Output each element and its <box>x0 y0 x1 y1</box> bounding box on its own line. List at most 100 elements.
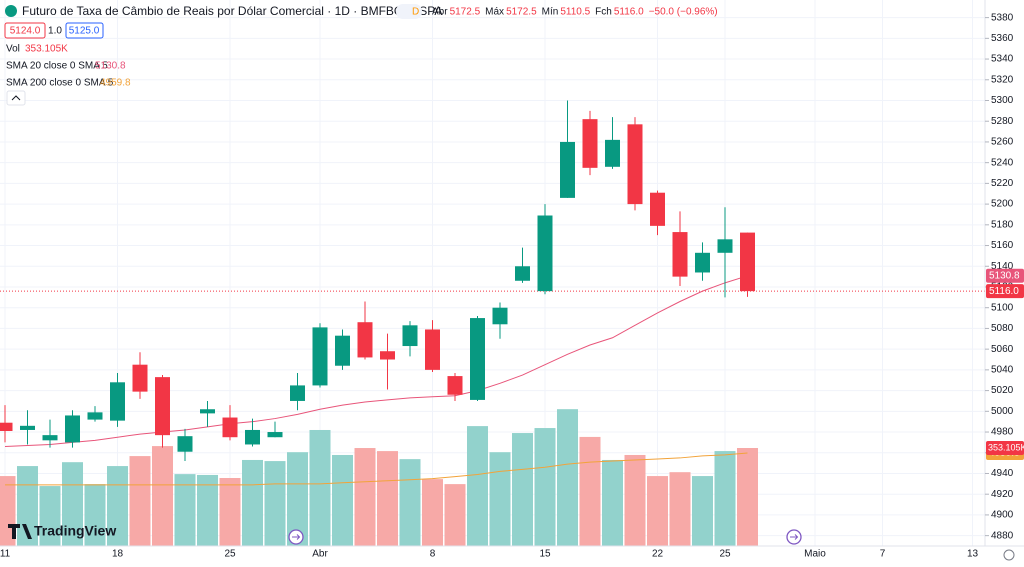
volume-bar <box>534 428 556 546</box>
sma-line <box>5 452 748 486</box>
volume-price-label: 353.105K <box>988 442 1024 452</box>
y-tick-label: 5340 <box>991 54 1014 65</box>
sma200-legend-value: 4959.8 <box>100 78 131 89</box>
volume-bar <box>444 484 466 546</box>
price-pane <box>0 100 985 486</box>
candle-body <box>42 435 58 441</box>
bid-box[interactable] <box>4 22 46 39</box>
volume-bar <box>489 452 511 546</box>
volume-bar <box>467 426 488 546</box>
volume-pane <box>0 409 758 546</box>
candle-body <box>672 232 688 277</box>
volume-bar <box>62 462 83 546</box>
event-marker-icon <box>790 534 799 540</box>
ask: 5125.0 <box>69 26 100 37</box>
x-tick-label: 18 <box>112 549 124 560</box>
y-tick-label: 5000 <box>991 406 1014 417</box>
volume-bar <box>84 484 106 546</box>
candle-body <box>380 351 395 360</box>
x-tick-label: 8 <box>430 549 436 560</box>
y-tick-label: 4880 <box>991 530 1014 541</box>
candle-body <box>470 318 485 400</box>
volume-bar <box>0 476 16 546</box>
volume-bar <box>737 448 758 546</box>
candle-body <box>425 329 440 370</box>
candle-body <box>402 325 418 347</box>
ask-box[interactable] <box>65 22 104 39</box>
ohlc-value: 5172.5 <box>450 7 481 18</box>
last-price-label: 5116.0 <box>989 286 1019 297</box>
ohlc-value: 5172.5 <box>506 7 537 18</box>
x-tick-label: 13 <box>967 549 979 560</box>
sma20-legend-value: 5130.8 <box>95 61 126 72</box>
title: Futuro de Taxa de Câmbio de Reais por Dó… <box>22 4 442 18</box>
candle-body <box>582 119 598 168</box>
volume-bar <box>557 409 578 546</box>
candle-body <box>290 385 305 401</box>
sma20-legend: SMA 20 close 0 SMA 5 <box>6 61 108 72</box>
y-tick-label: 5280 <box>991 116 1014 127</box>
qty: 1.0 <box>48 26 62 37</box>
y-tick-label: 5360 <box>991 33 1014 44</box>
bid: 5124.0 <box>10 26 41 37</box>
candle-body <box>492 307 508 325</box>
candle-body <box>0 422 13 431</box>
x-tick-label: Maio <box>804 549 826 560</box>
y-tick-label: 5040 <box>991 365 1014 376</box>
volume-bar <box>197 474 218 546</box>
candle-body <box>222 417 238 438</box>
x-tick-label: 22 <box>652 549 664 560</box>
sma-line <box>4 275 748 448</box>
y-tick-label: 5320 <box>991 74 1014 85</box>
collapse-icon <box>11 95 21 101</box>
candle-body <box>110 382 125 421</box>
candle-body <box>627 124 643 205</box>
settings-icon[interactable] <box>1003 549 1015 561</box>
volume-bar <box>422 479 443 546</box>
volume-bar <box>692 476 713 546</box>
sma20-price-label-bg <box>986 268 1024 283</box>
volume-bar <box>647 476 668 546</box>
volume-bar <box>264 461 286 546</box>
last-price-label-bg <box>986 284 1024 299</box>
ohlc-header: Abr 5172.5 Máx 5172.5 Mín 5110.5 Fch 5116.0 −50.… <box>432 7 718 18</box>
volume-bar <box>624 454 646 546</box>
axes: 4880490049204940496049805000502050405060… <box>0 12 1024 560</box>
y-tick-label: 4940 <box>991 468 1014 479</box>
y-tick-label: 5140 <box>991 261 1014 272</box>
ohlc-label: Máx <box>485 7 504 18</box>
logo: TradingView <box>34 523 116 539</box>
y-tick-label: 5380 <box>991 12 1014 23</box>
badge: D <box>412 7 419 18</box>
ohlc-value: 5116.0 <box>614 7 644 18</box>
volume-bar <box>107 466 128 546</box>
y-tick-label: 5300 <box>991 95 1014 106</box>
volume-bar <box>332 454 353 546</box>
volume-bar <box>242 459 263 546</box>
symbol-icon <box>5 5 17 17</box>
volume-bar <box>219 478 241 546</box>
candle-body <box>560 141 575 198</box>
badge-bg <box>396 4 422 19</box>
volume-bar <box>39 486 61 546</box>
candle-body <box>200 409 215 414</box>
candle-body <box>537 215 553 292</box>
candle-body <box>335 335 350 366</box>
volume-bar <box>152 446 173 546</box>
collapse-button[interactable] <box>6 90 26 106</box>
change: −50.0 (−0.96%) <box>649 7 718 18</box>
sma20-price-label: 5130.8 <box>989 270 1020 281</box>
candle-body <box>605 139 620 167</box>
volume-bar <box>714 451 736 546</box>
candle-body <box>155 377 170 436</box>
x-tick-label: 11 <box>0 549 11 560</box>
candle-body <box>177 436 193 452</box>
volume-legend-value: 353.105K <box>25 44 68 55</box>
y-tick-label: 5200 <box>991 199 1014 210</box>
candle-body <box>312 327 328 386</box>
x-tick-label: 7 <box>880 549 886 560</box>
y-tick-label: 5160 <box>991 240 1014 251</box>
y-tick-label: 5060 <box>991 344 1014 355</box>
